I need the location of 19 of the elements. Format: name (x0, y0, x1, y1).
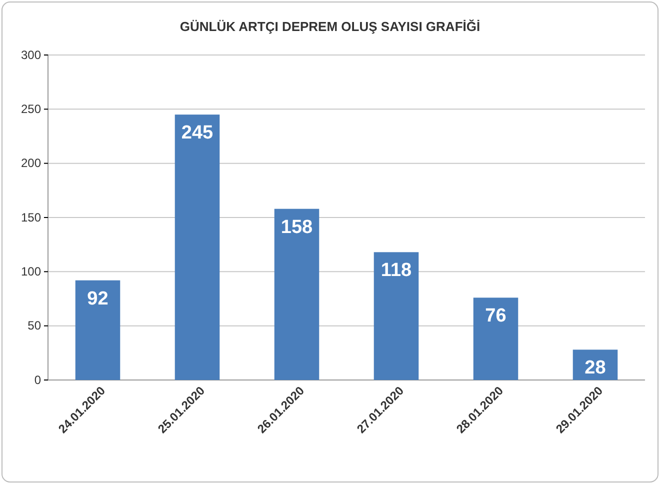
data-label: 92 (87, 288, 108, 310)
y-tick-label: 50 (28, 318, 42, 333)
data-label: 76 (485, 306, 506, 327)
bar (174, 114, 220, 380)
y-tick-label: 200 (20, 156, 42, 170)
y-tick-label: 250 (20, 102, 42, 116)
y-tick-label: 150 (20, 210, 42, 224)
bar (374, 252, 419, 380)
y-tick-label: 300 (20, 48, 42, 62)
bar (274, 208, 320, 380)
data-label: 158 (280, 216, 313, 238)
data-label: 245 (181, 122, 214, 144)
bar (75, 280, 120, 380)
chart-title: GÜNLÜK ARTÇI DEPREM OLUŞ SAYISI GRAFİĞİ (180, 19, 480, 34)
bar (473, 298, 518, 380)
y-tick-label: 0 (34, 372, 42, 387)
y-tick-label: 100 (20, 264, 42, 279)
data-label: 28 (584, 358, 606, 379)
data-label: 118 (380, 260, 412, 282)
